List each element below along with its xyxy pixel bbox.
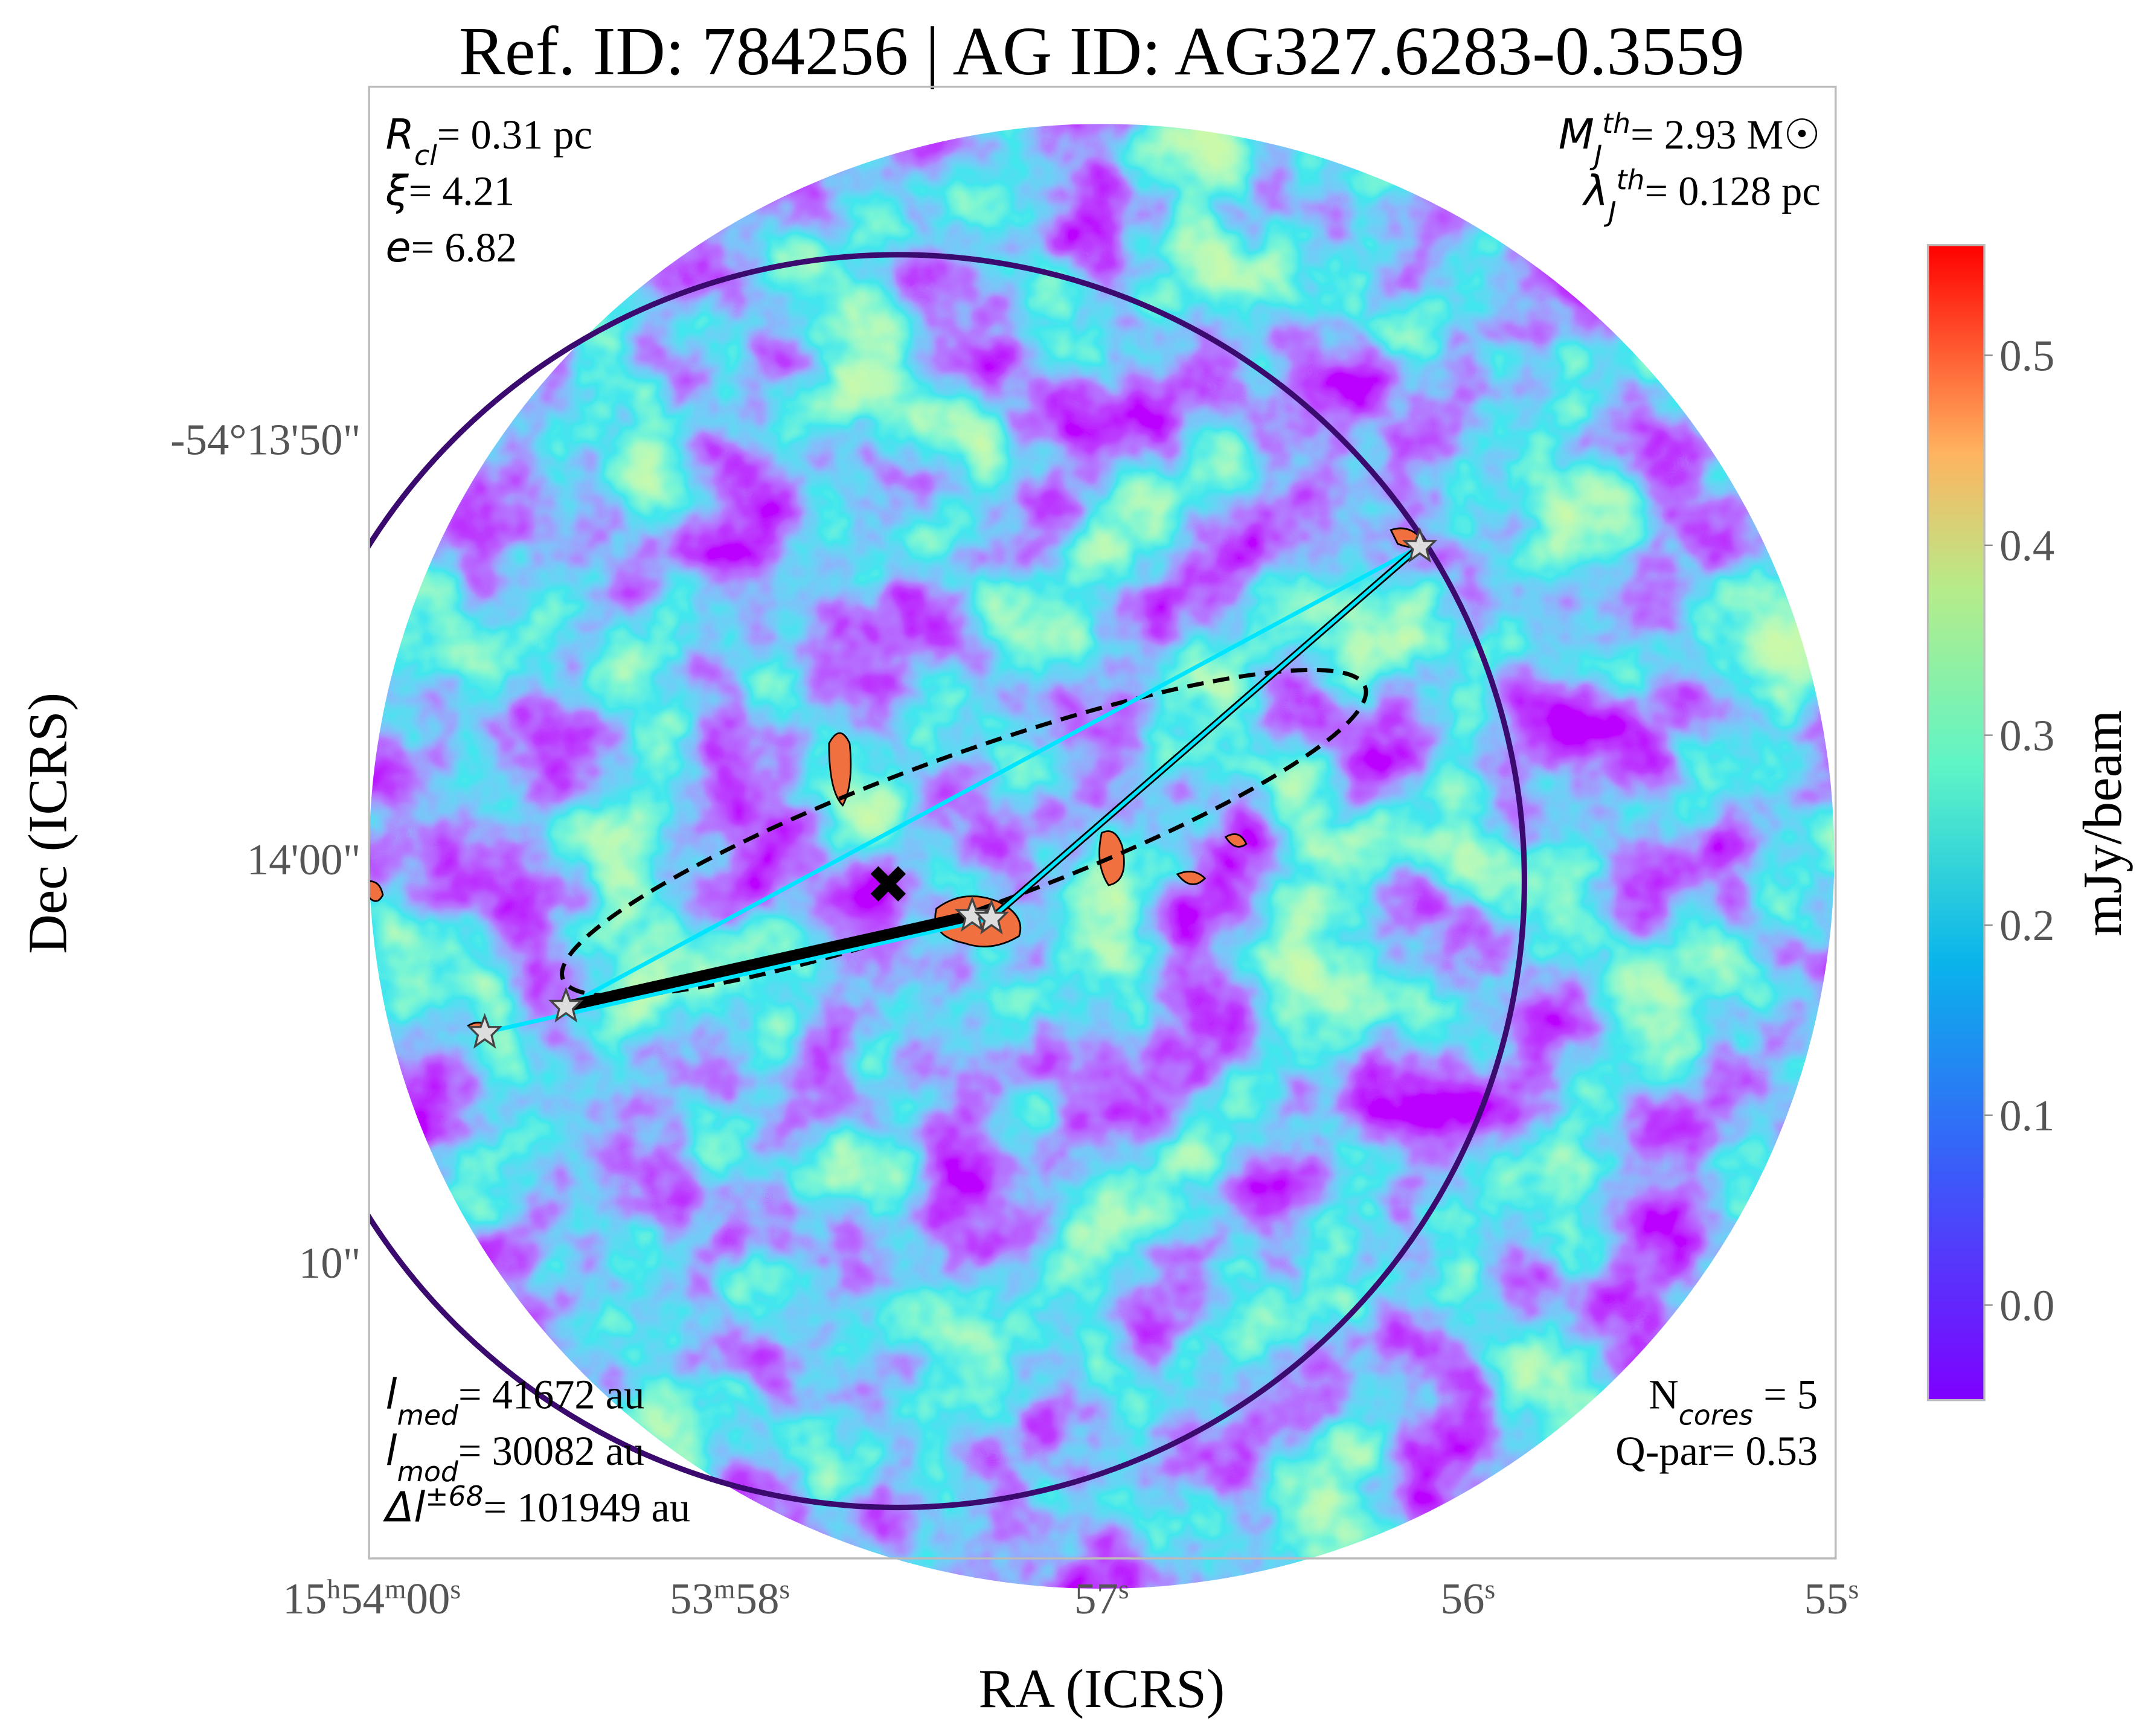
annotation: e= 6.82 <box>386 224 517 272</box>
colorbar-label: mJy/beam <box>2072 710 2133 937</box>
colorbar-tick-label: 0.1 <box>1999 1091 2054 1140</box>
colorbar-tick-label: 0.2 <box>1999 901 2054 950</box>
x-tick-label: 15h54m00s <box>283 1574 461 1623</box>
annotation: Rcl= 0.31 pc <box>386 111 592 171</box>
annotation-part: med <box>397 1399 459 1431</box>
annotation-part: = 5 <box>1753 1371 1818 1417</box>
annotation: Q-par= 0.53 <box>1615 1428 1818 1474</box>
annotation-part: = 41672 au <box>458 1371 644 1417</box>
y-tick-label: 10" <box>299 1238 361 1287</box>
colorbar-tick-label: 0.5 <box>1999 331 2054 380</box>
plot-frame <box>368 85 1837 1560</box>
x-tick-part: 57 <box>1074 1574 1118 1623</box>
x-tick-part: m <box>714 1574 735 1604</box>
overlays <box>369 252 1527 1510</box>
colorbar-tick-label: 0.4 <box>1999 521 2054 570</box>
annotation-part: = 0.128 pc <box>1644 168 1820 214</box>
x-tick-label: 55s <box>1804 1574 1859 1623</box>
annotation: Δl±68= 101949 au <box>383 1480 691 1531</box>
x-tick-part: 53 <box>670 1574 714 1623</box>
annotation-part: = 30082 au <box>458 1428 644 1474</box>
x-tick-part: 58 <box>735 1574 779 1623</box>
annotation: ξ= 4.21 <box>385 168 515 216</box>
x-tick-part: h <box>327 1574 341 1604</box>
x-tick-label: 56s <box>1441 1574 1496 1623</box>
x-tick-part: s <box>1485 1574 1496 1604</box>
annotation: Ncores = 5 <box>1649 1371 1818 1430</box>
x-tick-part: s <box>1118 1574 1129 1604</box>
annotation: lmod= 30082 au <box>386 1427 645 1487</box>
x-tick-part: 55 <box>1804 1574 1848 1623</box>
annotation-part: Q-par= 0.53 <box>1615 1428 1818 1474</box>
annotation: MJth= 2.93 M☉ <box>1559 107 1821 171</box>
x-tick-label: 57s <box>1074 1574 1129 1623</box>
x-tick-part: s <box>450 1574 461 1604</box>
annotation-part: N <box>1649 1371 1678 1417</box>
chart-title: Ref. ID: 784256 | AG ID: AG327.6283-0.35… <box>459 13 1745 89</box>
annotation-part: th <box>1617 164 1645 196</box>
cluster-circle <box>369 252 1527 1510</box>
annotation-part: = 0.31 pc <box>437 112 592 158</box>
annotation-part: th <box>1602 107 1630 139</box>
center-marker <box>870 866 906 902</box>
x-tick-part: s <box>1848 1574 1859 1604</box>
annotation-part: λ <box>1582 168 1608 216</box>
colorbar-tick-label: 0.3 <box>1999 711 2054 760</box>
annotation-part: = 101949 au <box>484 1484 691 1530</box>
x-axis-label: RA (ICRS) <box>978 1658 1225 1719</box>
annotation-part: l <box>386 1427 397 1475</box>
annotation-part: mod <box>397 1455 459 1487</box>
annotation-part: Δl <box>383 1484 426 1531</box>
x-tick-label: 53m58s <box>670 1574 790 1623</box>
annotation-part: R <box>386 111 415 159</box>
annotation-part: M <box>1559 111 1594 159</box>
x-tick-part: 15 <box>283 1574 327 1623</box>
y-tick-label: -54°13'50" <box>170 415 361 464</box>
x-tick-part: m <box>385 1574 406 1604</box>
annotation-part: = 4.21 <box>409 168 515 214</box>
annotation-part: e <box>386 224 411 272</box>
annotation-part: ξ <box>385 168 409 216</box>
colorbar <box>1926 244 1986 1401</box>
annotation-part: cl <box>414 139 437 171</box>
y-tick-label: 14'00" <box>247 835 361 884</box>
annotation-part: = 6.82 <box>411 225 517 271</box>
annotation-part: = 2.93 M☉ <box>1630 112 1821 158</box>
annotation-part: ±68 <box>425 1480 483 1512</box>
cores <box>467 527 1438 1049</box>
annotation-part: cores <box>1679 1399 1754 1431</box>
annotation-part: l <box>386 1371 397 1418</box>
mst-edges <box>482 543 1423 1035</box>
colorbar-tick-label: 0.0 <box>1999 1281 2054 1330</box>
x-tick-part: 54 <box>341 1574 385 1623</box>
y-axis-label: Dec (ICRS) <box>17 693 78 954</box>
annotation: λJth= 0.128 pc <box>1582 164 1821 228</box>
x-tick-part: 56 <box>1441 1574 1485 1623</box>
x-tick-part: 00 <box>406 1574 450 1623</box>
annotation: lmed= 41672 au <box>386 1371 645 1430</box>
x-tick-part: s <box>779 1574 790 1604</box>
